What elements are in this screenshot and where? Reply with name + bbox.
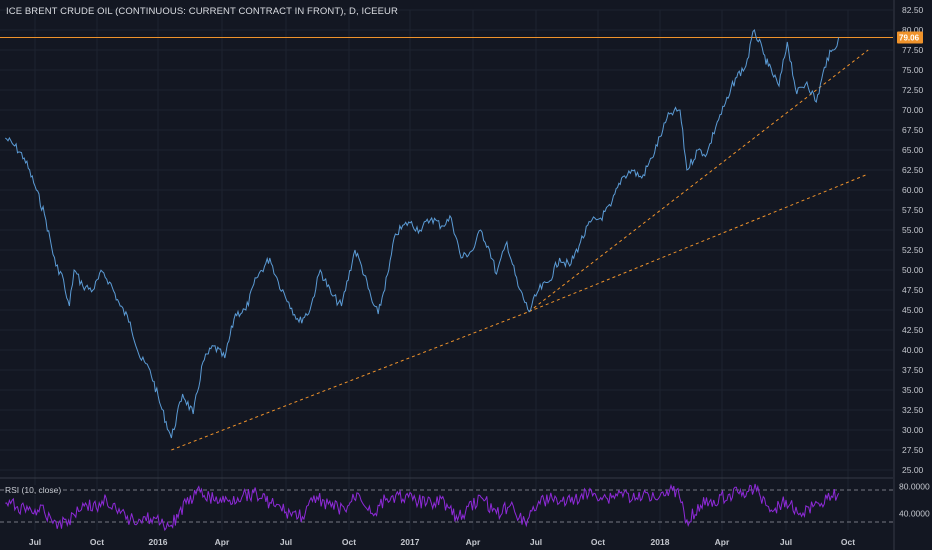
y-tick-label: 30.00 [902,425,924,435]
rsi-tick-label: 40.0000 [899,508,930,518]
y-tick-label: 50.00 [902,265,924,275]
y-tick-label: 47.50 [902,285,924,295]
x-tick-label: 2017 [401,537,420,547]
price-tag-label: 79.06 [899,34,920,43]
y-tick-label: 25.00 [902,465,924,475]
y-tick-label: 52.50 [902,245,924,255]
x-tick-label: Jul [780,537,792,547]
y-tick-label: 77.50 [902,45,924,55]
rsi-tick-label: 80.0000 [899,482,930,492]
y-tick-label: 40.00 [902,345,924,355]
y-tick-label: 57.50 [902,205,924,215]
grid [0,0,895,550]
y-tick-label: 65.00 [902,145,924,155]
y-tick-label: 82.50 [902,5,924,15]
y-tick-label: 80.00 [902,25,924,35]
x-tick-label: Apr [215,537,230,547]
y-tick-label: 45.00 [902,305,924,315]
y-tick-label: 55.00 [902,225,924,235]
x-tick-label: 2018 [651,537,670,547]
price-tag-box [897,31,923,44]
y-tick-label: 27.50 [902,445,924,455]
x-tick-label: Oct [90,537,104,547]
x-tick-label: 2016 [149,537,168,547]
y-tick-label: 75.00 [902,65,924,75]
x-tick-label: Oct [591,537,605,547]
x-tick-label: Oct [342,537,356,547]
x-tick-label: Jul [280,537,292,547]
trendline [171,311,530,451]
y-tick-label: 67.50 [902,125,924,135]
y-tick-label: 42.50 [902,325,924,335]
trendlines [171,49,869,451]
axes: 82.50 80.00 77.50 75.00 72.50 70.00 67.50 65.00… [29,5,930,547]
y-tick-label: 35.00 [902,385,924,395]
price-tag: 79.06 [897,31,923,44]
y-tick-label: 70.00 [902,105,924,115]
rsi-line [5,483,840,532]
trendline [528,173,869,313]
y-tick-label: 32.50 [902,405,924,415]
x-tick-label: Jul [530,537,542,547]
rsi-label: RSI (10, close) [4,485,63,495]
y-tick-label: 62.50 [902,165,924,175]
y-tick-label: 60.00 [902,185,924,195]
x-tick-label: Jul [29,537,41,547]
chart-title: ICE BRENT CRUDE OIL (CONTINUOUS: CURRENT… [6,6,398,17]
y-tick-label: 72.50 [902,85,924,95]
price-line [4,28,840,439]
price-series [4,28,840,439]
y-tick-label: 37.50 [902,365,924,375]
rsi-series [0,483,893,532]
x-tick-label: Apr [715,537,730,547]
trendline [528,49,869,312]
x-tick-label: Apr [466,537,481,547]
x-tick-label: Oct [841,537,855,547]
